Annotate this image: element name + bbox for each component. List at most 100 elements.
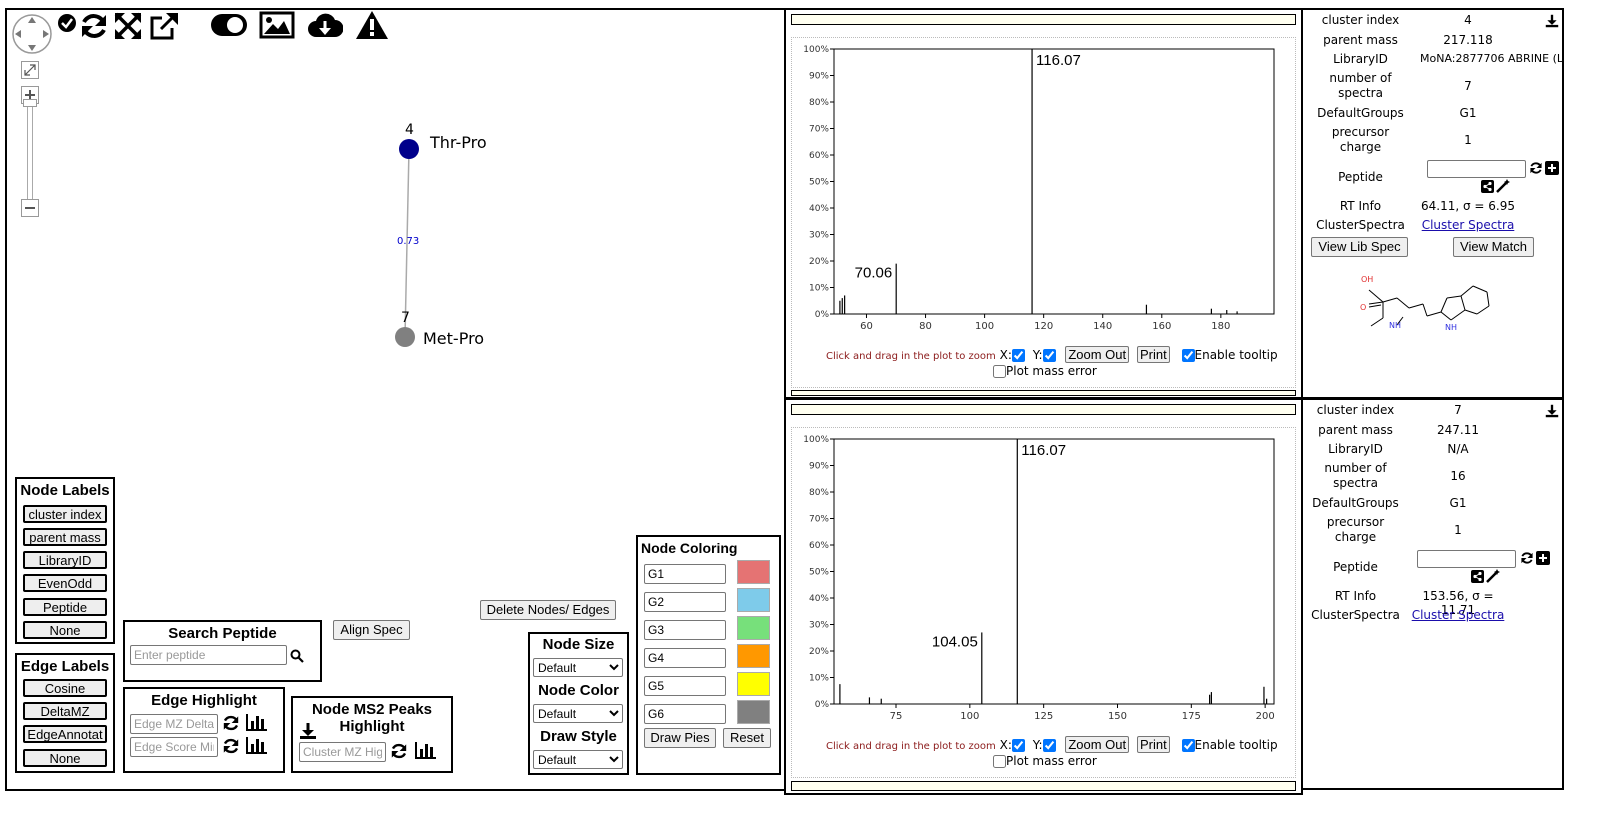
plus-square-icon[interactable] xyxy=(1536,550,1550,565)
group-g5-input[interactable] xyxy=(644,676,726,696)
y-tick-label: 70% xyxy=(809,515,829,525)
peptide-label: Peptide xyxy=(1333,560,1378,574)
group-g4-input[interactable] xyxy=(644,648,726,668)
plus-square-icon[interactable] xyxy=(1545,160,1559,175)
fullscreen-icon[interactable] xyxy=(21,61,39,79)
group-g3-input[interactable] xyxy=(644,620,726,640)
share-icon[interactable] xyxy=(1481,178,1494,193)
refresh-icon[interactable] xyxy=(222,737,240,755)
parent-mass-label: parent mass xyxy=(1318,423,1393,437)
network-edge[interactable] xyxy=(404,148,410,338)
print-button[interactable]: Print xyxy=(1136,736,1170,753)
warning-icon[interactable] xyxy=(355,10,389,40)
zoom-hint: Click and drag in the plot to zoom xyxy=(826,351,996,362)
spectrum-plot-area xyxy=(791,37,1296,388)
magic-wand-icon[interactable] xyxy=(1486,568,1500,583)
peptide-input[interactable] xyxy=(1417,550,1516,568)
group-g6-color-swatch[interactable] xyxy=(737,700,770,724)
num-spectra-value: 7 xyxy=(1464,79,1472,93)
bar-chart-icon[interactable] xyxy=(246,736,268,754)
toggle-icon[interactable] xyxy=(209,12,249,38)
node-size-select[interactable]: Default xyxy=(533,658,623,677)
cloud-download-icon[interactable] xyxy=(307,11,344,39)
print-button[interactable]: Print xyxy=(1136,346,1170,363)
cluster-spectra-link[interactable]: Cluster Spectra xyxy=(1411,608,1505,622)
download-icon[interactable] xyxy=(299,722,317,740)
peptide-input[interactable] xyxy=(1427,160,1526,178)
cluster-mz-highlight-input[interactable] xyxy=(299,742,386,762)
pan-control-icon[interactable] xyxy=(11,13,53,55)
cluster-spectra-link[interactable]: Cluster Spectra xyxy=(1421,218,1515,232)
zoom-out-button[interactable]: Zoom Out xyxy=(1065,736,1130,753)
node-info-content-top: cluster index 4 parent mass 217.118 Libr… xyxy=(1303,10,1562,395)
reset-button[interactable]: Reset xyxy=(723,728,771,748)
edge-label-none-button[interactable]: None xyxy=(23,749,107,767)
refresh-icon[interactable] xyxy=(222,714,240,732)
zoom-out-button[interactable]: Zoom Out xyxy=(1065,346,1130,363)
view-match-button[interactable]: View Match xyxy=(1453,237,1534,257)
group-g6-input[interactable] xyxy=(644,704,726,724)
node-label-evenodd-button[interactable]: EvenOdd xyxy=(23,574,107,592)
group-g3-color-swatch[interactable] xyxy=(737,616,770,640)
y-zoom-checkbox[interactable] xyxy=(1042,349,1056,362)
plot-mass-error-checkbox[interactable] xyxy=(993,365,1006,378)
x-tick-label: 160 xyxy=(1152,321,1171,332)
align-spec-button[interactable]: Align Spec xyxy=(333,620,410,640)
search-icon[interactable] xyxy=(290,648,304,663)
delete-nodes-edges-button[interactable]: Delete Nodes/ Edges xyxy=(480,600,616,620)
refresh-icon[interactable] xyxy=(1529,160,1543,174)
group-g1-color-swatch[interactable] xyxy=(737,560,770,584)
refresh-icon[interactable] xyxy=(390,742,408,760)
spectrum-chart-bottom[interactable]: 0% 10% 20% 30% 40% 50% 60% 70% 80% 90% 100% 75 100 12… xyxy=(792,435,1282,725)
zoom-out-icon[interactable] xyxy=(21,199,39,217)
edge-score-min-input[interactable] xyxy=(130,737,218,757)
tooltip-checkbox[interactable] xyxy=(1181,349,1195,362)
cluster-index-value: 7 xyxy=(1454,403,1462,417)
group-g4-color-swatch[interactable] xyxy=(737,644,770,668)
share-icon[interactable] xyxy=(1471,568,1484,583)
x-tick-label: 80 xyxy=(919,321,932,332)
zoom-slider-track[interactable] xyxy=(23,99,37,200)
fit-expand-icon[interactable] xyxy=(113,11,143,41)
image-icon[interactable] xyxy=(259,11,295,39)
edge-label-cosine-button[interactable]: Cosine xyxy=(23,679,107,697)
external-link-icon[interactable] xyxy=(148,11,180,41)
bar-chart-icon[interactable] xyxy=(246,713,268,731)
network-node-7[interactable] xyxy=(395,327,415,347)
node-label-peptide-button[interactable]: Peptide xyxy=(23,598,107,616)
x-zoom-checkbox[interactable] xyxy=(1011,349,1025,362)
edge-label-edgeannotation-button[interactable]: EdgeAnnotat xyxy=(23,725,107,743)
node-label-none-button[interactable]: None xyxy=(23,621,107,639)
tooltip-checkbox[interactable] xyxy=(1181,739,1195,752)
group-g2-input[interactable] xyxy=(644,592,726,612)
edge-mz-delta-input[interactable] xyxy=(130,714,218,734)
spectrum-chart-top[interactable]: 0% 10% 20% 30% 40% 50% 60% 70% 80% 90% 100% 60 80 100… xyxy=(792,45,1282,335)
search-peptide-input[interactable] xyxy=(130,645,287,665)
checkmark-icon[interactable] xyxy=(57,13,77,33)
group-g1-input[interactable] xyxy=(644,564,726,584)
x-zoom-checkbox[interactable] xyxy=(1011,739,1025,752)
group-g2-color-swatch[interactable] xyxy=(737,588,770,612)
y-zoom-checkbox[interactable] xyxy=(1042,739,1056,752)
library-id-label: LibraryID xyxy=(1328,442,1383,456)
node-label-libraryid-button[interactable]: LibraryID xyxy=(23,551,107,569)
default-groups-value: G1 xyxy=(1449,496,1467,510)
plot-frame xyxy=(833,48,1275,315)
refresh-icon[interactable] xyxy=(1520,550,1534,564)
view-lib-spec-button[interactable]: View Lib Spec xyxy=(1311,237,1408,257)
network-node-4[interactable] xyxy=(399,139,419,159)
refresh-icon[interactable] xyxy=(79,11,109,41)
draw-pies-button[interactable]: Draw Pies xyxy=(644,728,716,748)
download-icon[interactable] xyxy=(1545,403,1559,418)
plot-mass-error-checkbox[interactable] xyxy=(993,755,1006,768)
node-label-cluster-index-button[interactable]: cluster index xyxy=(23,505,107,523)
node-color-select[interactable]: Default xyxy=(533,704,623,723)
node-label-parent-mass-button[interactable]: parent mass xyxy=(23,528,107,546)
draw-style-select[interactable]: Default xyxy=(533,750,623,769)
magic-wand-icon[interactable] xyxy=(1496,178,1510,193)
edge-score-label: 0.73 xyxy=(397,236,420,247)
download-icon[interactable] xyxy=(1545,13,1559,28)
bar-chart-icon[interactable] xyxy=(415,741,437,759)
edge-label-deltamz-button[interactable]: DeltaMZ xyxy=(23,702,107,720)
group-g5-color-swatch[interactable] xyxy=(737,672,770,696)
